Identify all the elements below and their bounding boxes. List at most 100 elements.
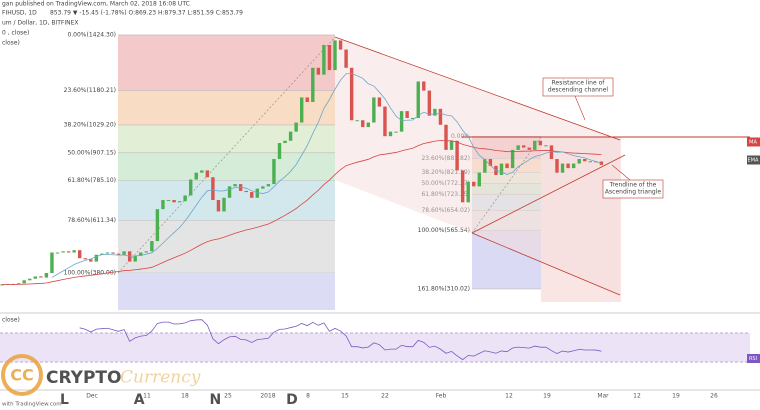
candle — [28, 278, 32, 281]
candle — [311, 67, 315, 102]
candle — [505, 163, 509, 169]
resistance-line — [334, 36, 621, 141]
fib-trend — [117, 36, 336, 274]
candle — [50, 252, 54, 273]
candle — [571, 163, 576, 169]
publisher: gan published on TradingView.com, March … — [2, 1, 190, 8]
candle — [189, 179, 193, 196]
ema-legend: close) — [2, 40, 20, 47]
logo-ring — [1, 354, 43, 396]
fib-label: 50.00%(907.15) — [67, 149, 116, 156]
candle — [472, 181, 476, 187]
candle — [39, 276, 43, 278]
candle — [455, 140, 459, 171]
ma-line — [51, 73, 602, 278]
rsi-band — [0, 333, 750, 362]
fib-zone — [118, 220, 335, 273]
candle — [449, 140, 454, 150]
badge-bg — [747, 155, 760, 165]
candle — [372, 97, 376, 123]
x-tick-label: 15 — [341, 393, 349, 400]
candle — [460, 170, 465, 203]
candle — [72, 250, 76, 253]
instrument: um / Dollar, 1D, BITFINEX — [2, 20, 78, 27]
candle — [549, 145, 554, 159]
fib-zone — [118, 34, 335, 91]
x-tick-label: 19 — [672, 393, 680, 400]
candle — [355, 120, 359, 122]
candle — [22, 280, 26, 284]
candle — [416, 81, 420, 118]
badge-bg — [747, 137, 760, 147]
fib-label: 23.60%(1180.21) — [64, 87, 116, 94]
candle — [583, 159, 587, 162]
rsi-badge-bg — [747, 354, 760, 363]
candle — [394, 131, 398, 133]
callout-box — [602, 179, 664, 199]
candle — [527, 147, 531, 150]
x-tick-label: 22 — [381, 393, 389, 400]
candle — [177, 201, 182, 203]
candle — [83, 258, 87, 260]
quote: 853.79 ▼ -15.45 (-1.78%) O:869.23 H:879.… — [50, 10, 243, 17]
candle — [139, 252, 143, 256]
annotation: Ascending triangle — [605, 189, 661, 196]
candle — [116, 253, 121, 255]
candle — [133, 255, 137, 262]
callout-pointer — [574, 95, 586, 121]
candle — [100, 253, 104, 255]
candle — [244, 190, 248, 193]
candle — [399, 111, 404, 132]
candle — [555, 159, 559, 173]
x-tick-label: 19 — [543, 393, 551, 400]
candle — [0, 284, 4, 286]
x-tick-label: 11 — [143, 393, 151, 400]
candle — [466, 181, 470, 203]
badge: MA — [749, 140, 757, 146]
triangle-trendline — [471, 154, 626, 234]
fib-zone — [118, 273, 335, 310]
candle — [427, 90, 432, 116]
rsi-badge: RSI — [749, 356, 757, 362]
candle — [183, 195, 187, 202]
candle — [405, 111, 409, 118]
candle — [227, 186, 232, 198]
candle — [155, 209, 160, 242]
brand-land: L A N D — [60, 392, 328, 408]
x-tick-label: 2018 — [260, 393, 275, 400]
candle — [322, 45, 326, 75]
candle — [105, 252, 110, 254]
candle — [261, 186, 265, 189]
fib-label: 0.00%(1424.30) — [67, 31, 116, 38]
candle — [66, 251, 71, 253]
watermark: CC CRYPTO Currency L A N D with TradingV… — [1, 354, 328, 408]
candle — [544, 145, 548, 147]
candle — [377, 97, 382, 107]
candle — [305, 97, 309, 102]
candle — [433, 108, 437, 116]
candle — [577, 159, 581, 164]
candle — [144, 251, 148, 253]
ma-legend: 0 , close) — [2, 30, 29, 37]
brand: CRYPTO — [46, 368, 121, 388]
candle — [327, 45, 332, 71]
candle — [55, 252, 60, 254]
x-tick-label: 25 — [224, 393, 232, 400]
candle — [411, 117, 415, 119]
candle — [349, 67, 354, 121]
candle — [344, 49, 348, 68]
candle — [333, 40, 337, 71]
candle — [150, 241, 154, 252]
candle — [89, 259, 93, 262]
candle — [444, 124, 448, 150]
fib-zone — [118, 152, 335, 181]
candle — [383, 106, 387, 137]
candle — [255, 188, 259, 198]
candle — [61, 251, 65, 253]
candle — [216, 200, 221, 212]
candle — [538, 140, 543, 146]
fib-label: 100.00%(565.54) — [418, 227, 470, 234]
candle — [316, 67, 321, 75]
annotation: Resistance line of — [552, 80, 606, 87]
